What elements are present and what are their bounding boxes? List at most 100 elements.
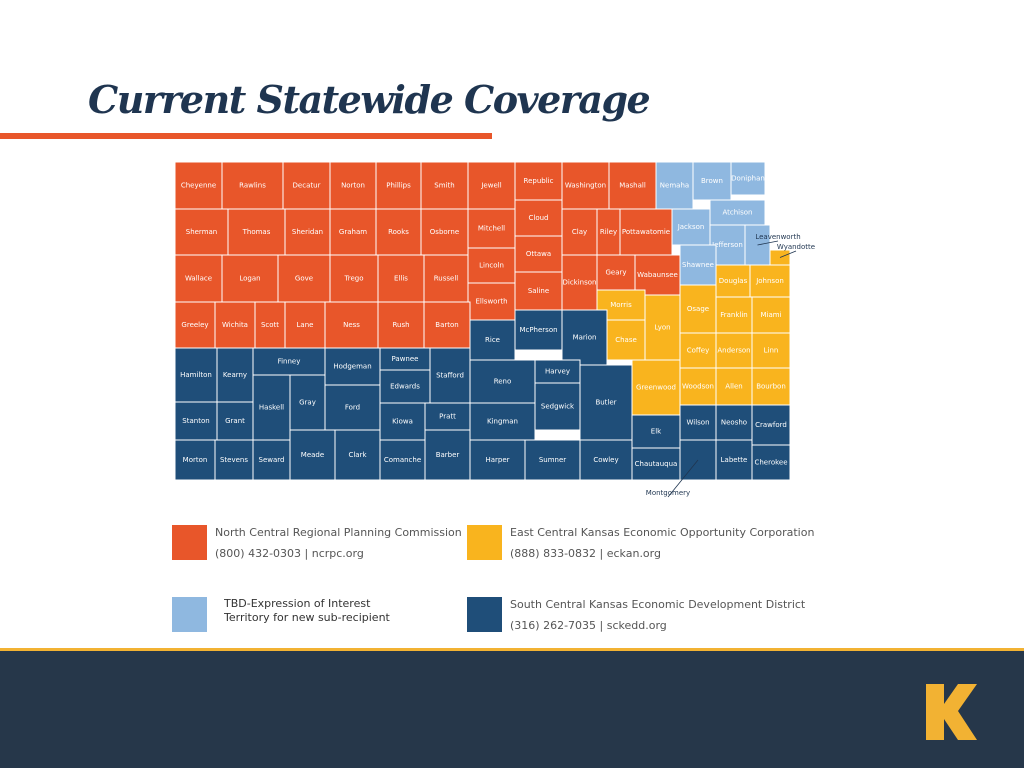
county <box>174 439 216 481</box>
county-label: Ellis <box>394 275 408 283</box>
logo <box>926 684 977 740</box>
county <box>221 254 279 303</box>
county <box>216 347 254 403</box>
county-label: Greeley <box>181 321 208 329</box>
county <box>174 347 218 403</box>
county <box>174 161 223 210</box>
county-label: Franklin <box>720 311 748 319</box>
county-label: Trego <box>343 275 363 283</box>
county-label: Reno <box>494 378 512 386</box>
county <box>751 332 791 369</box>
county <box>277 254 331 303</box>
county-label: Seward <box>259 456 285 464</box>
county-label: Shawnee <box>682 261 714 269</box>
county-label: Graham <box>339 228 367 236</box>
county <box>631 414 681 449</box>
county-label: Jefferson <box>711 241 743 249</box>
county-label: Hodgeman <box>333 363 371 371</box>
county-label: Pottawatomie <box>622 228 670 236</box>
county-label: Clark <box>348 451 367 459</box>
county-label: Wabaunsee <box>637 271 678 279</box>
county <box>751 444 791 481</box>
county-label: Woodson <box>682 383 714 391</box>
county-label: Wallace <box>185 275 212 283</box>
county <box>289 429 336 481</box>
county <box>709 199 766 226</box>
county-label: Stevens <box>220 456 248 464</box>
legend-name: TBD-Expression of Interest Territory for… <box>224 597 390 624</box>
county-label: Morris <box>610 301 632 309</box>
county <box>631 447 681 481</box>
county-label: Saline <box>528 287 549 295</box>
county <box>289 374 326 431</box>
county <box>329 208 377 256</box>
county-label: Republic <box>524 177 554 185</box>
county-map: Cheyenne Rawlins Decatur Norton Phillips Smit… <box>174 161 815 498</box>
legend-name: East Central Kansas Economic Opportunity… <box>510 526 814 539</box>
county-label: Johnson <box>755 277 784 285</box>
county-label: Labette <box>721 456 748 464</box>
county-label: Wyandotte <box>777 243 815 251</box>
county <box>514 309 563 351</box>
county <box>469 319 516 361</box>
county <box>514 161 563 201</box>
county-label: Bourbon <box>756 383 786 391</box>
county <box>377 301 425 349</box>
county-label: Logan <box>239 275 260 283</box>
county-label: Douglas <box>719 277 748 285</box>
county <box>579 439 633 481</box>
county <box>631 359 681 416</box>
county-label: Dickinson <box>563 279 597 287</box>
county-label: Thomas <box>242 228 271 236</box>
county-label: Rawlins <box>239 182 266 190</box>
county-label: Scott <box>261 321 279 329</box>
county-label: Kearny <box>223 371 247 379</box>
county <box>467 208 516 249</box>
county <box>679 244 717 286</box>
county <box>469 402 536 441</box>
county-label: Phillips <box>386 182 411 190</box>
county-label: Grant <box>225 417 245 425</box>
county <box>227 208 286 256</box>
county-label: Cowley <box>593 456 618 464</box>
county-label: Edwards <box>390 383 420 391</box>
county <box>469 359 536 404</box>
county-label: Chautauqua <box>635 460 678 468</box>
county-label: Cloud <box>529 214 549 222</box>
county <box>655 161 694 210</box>
county-label: Linn <box>764 347 779 355</box>
county <box>751 367 791 406</box>
county-label: Sheridan <box>292 228 323 236</box>
county <box>524 439 581 481</box>
county <box>424 429 471 481</box>
county-label: Coffey <box>687 347 709 355</box>
county-label: Crawford <box>755 421 787 429</box>
county-label: Leavenworth <box>755 233 800 241</box>
county <box>715 296 753 334</box>
county-label: Wilson <box>686 419 709 427</box>
county-label: Osage <box>687 305 709 313</box>
title: Current Statewide Coverage <box>88 77 650 122</box>
legend-swatch <box>467 525 502 560</box>
county-label: Miami <box>760 311 781 319</box>
county-label: Kiowa <box>392 418 413 426</box>
county-label: Gray <box>299 399 316 407</box>
county-label: Chase <box>615 336 637 344</box>
county-label: Cherokee <box>754 459 787 467</box>
legend-contact: (316) 262-7035 | sckedd.org <box>510 619 667 632</box>
county-label: Hamilton <box>180 371 212 379</box>
county-label: Montgomery <box>646 489 690 497</box>
county-label: Doniphan <box>731 175 765 183</box>
county-label: Pawnee <box>392 355 419 363</box>
county-label: Ford <box>345 404 360 412</box>
county-label: Washington <box>565 182 606 190</box>
footer <box>0 651 1024 768</box>
county <box>749 264 791 298</box>
county-label: Haskell <box>259 404 284 412</box>
county-label: Jewell <box>480 182 501 190</box>
county-label: Mashall <box>619 182 646 190</box>
county-label: Russell <box>434 275 459 283</box>
county-label: Smith <box>434 182 454 190</box>
county <box>514 199 563 237</box>
county-label: Stafford <box>436 372 464 380</box>
